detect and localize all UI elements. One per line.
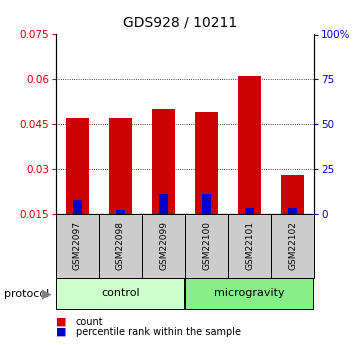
- Bar: [288, 208, 297, 214]
- Bar: [56, 214, 99, 278]
- Text: ■: ■: [56, 317, 66, 326]
- Bar: [159, 195, 168, 214]
- Bar: [152, 109, 175, 214]
- Text: ■: ■: [56, 327, 66, 337]
- Bar: [203, 195, 211, 214]
- Bar: [56, 278, 184, 309]
- Bar: [99, 214, 142, 278]
- Bar: [245, 208, 254, 214]
- Bar: [66, 118, 89, 214]
- Text: GSM22098: GSM22098: [116, 221, 125, 270]
- Text: GSM22100: GSM22100: [202, 221, 211, 270]
- Text: GSM22097: GSM22097: [73, 221, 82, 270]
- Text: GSM22101: GSM22101: [245, 221, 254, 270]
- Text: GDS928 / 10211: GDS928 / 10211: [123, 16, 238, 30]
- Text: microgravity: microgravity: [214, 288, 285, 298]
- Bar: [238, 76, 261, 214]
- Text: percentile rank within the sample: percentile rank within the sample: [76, 327, 241, 337]
- Bar: [116, 210, 125, 214]
- Text: control: control: [101, 288, 140, 298]
- Bar: [185, 214, 228, 278]
- Text: count: count: [76, 317, 104, 326]
- Bar: [142, 214, 185, 278]
- Bar: [195, 112, 218, 214]
- Bar: [109, 118, 132, 214]
- Text: GSM22102: GSM22102: [288, 221, 297, 270]
- Text: protocol: protocol: [4, 289, 49, 299]
- Bar: [73, 200, 82, 214]
- Bar: [271, 214, 314, 278]
- Bar: [185, 278, 313, 309]
- Text: ▶: ▶: [42, 287, 51, 300]
- Bar: [228, 214, 271, 278]
- Bar: [281, 175, 304, 214]
- Text: GSM22099: GSM22099: [159, 221, 168, 270]
